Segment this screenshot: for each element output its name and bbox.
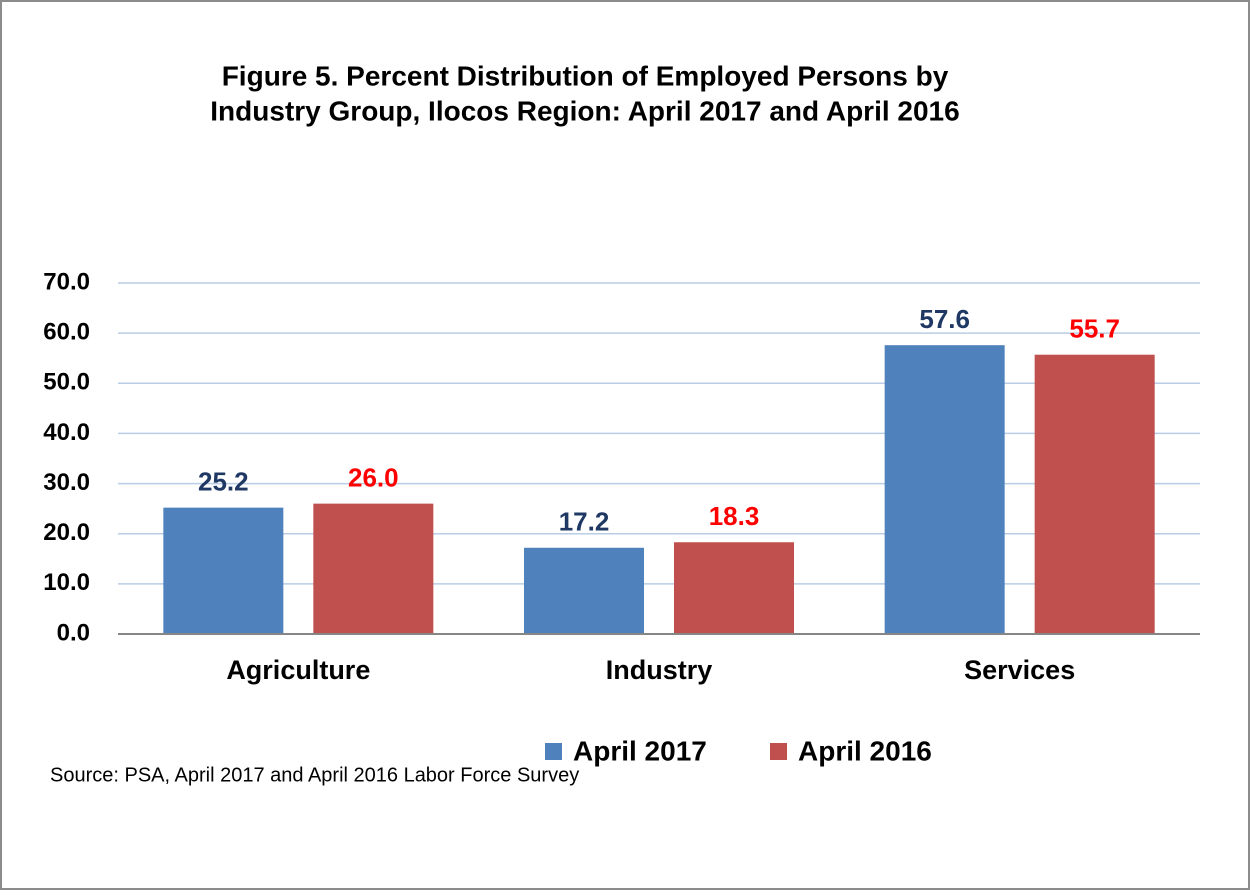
chart-title: Figure 5. Percent Distribution of Employ… bbox=[222, 60, 949, 91]
bar bbox=[1034, 354, 1155, 634]
data-label: 18.3 bbox=[709, 501, 760, 531]
bar bbox=[524, 547, 644, 634]
x-tick-label: Industry bbox=[606, 655, 713, 685]
bar bbox=[163, 507, 284, 634]
data-label: 17.2 bbox=[559, 507, 610, 537]
data-label: 25.2 bbox=[198, 467, 249, 497]
y-tick-label: 30.0 bbox=[43, 469, 90, 496]
bar bbox=[313, 503, 434, 634]
source-note: Source: PSA, April 2017 and April 2016 L… bbox=[50, 764, 579, 786]
y-tick-label: 0.0 bbox=[57, 619, 90, 646]
legend-swatch bbox=[770, 743, 787, 760]
y-tick-label: 10.0 bbox=[43, 569, 90, 596]
data-label: 26.0 bbox=[348, 463, 399, 493]
data-label: 55.7 bbox=[1069, 314, 1120, 344]
data-label: 57.6 bbox=[919, 304, 970, 334]
y-tick-label: 40.0 bbox=[43, 419, 90, 446]
legend-swatch bbox=[545, 743, 562, 760]
x-tick-label: Agriculture bbox=[226, 655, 370, 685]
chart-title: Industry Group, Ilocos Region: April 201… bbox=[210, 95, 959, 126]
y-tick-label: 60.0 bbox=[43, 318, 90, 345]
y-tick-label: 50.0 bbox=[43, 369, 90, 396]
y-tick-label: 70.0 bbox=[43, 268, 90, 295]
x-tick-label: Services bbox=[964, 655, 1075, 685]
bar bbox=[884, 345, 1005, 634]
legend-label: April 2016 bbox=[798, 735, 932, 766]
legend-label: April 2017 bbox=[573, 735, 707, 766]
y-tick-label: 20.0 bbox=[43, 519, 90, 546]
bar bbox=[674, 542, 794, 634]
